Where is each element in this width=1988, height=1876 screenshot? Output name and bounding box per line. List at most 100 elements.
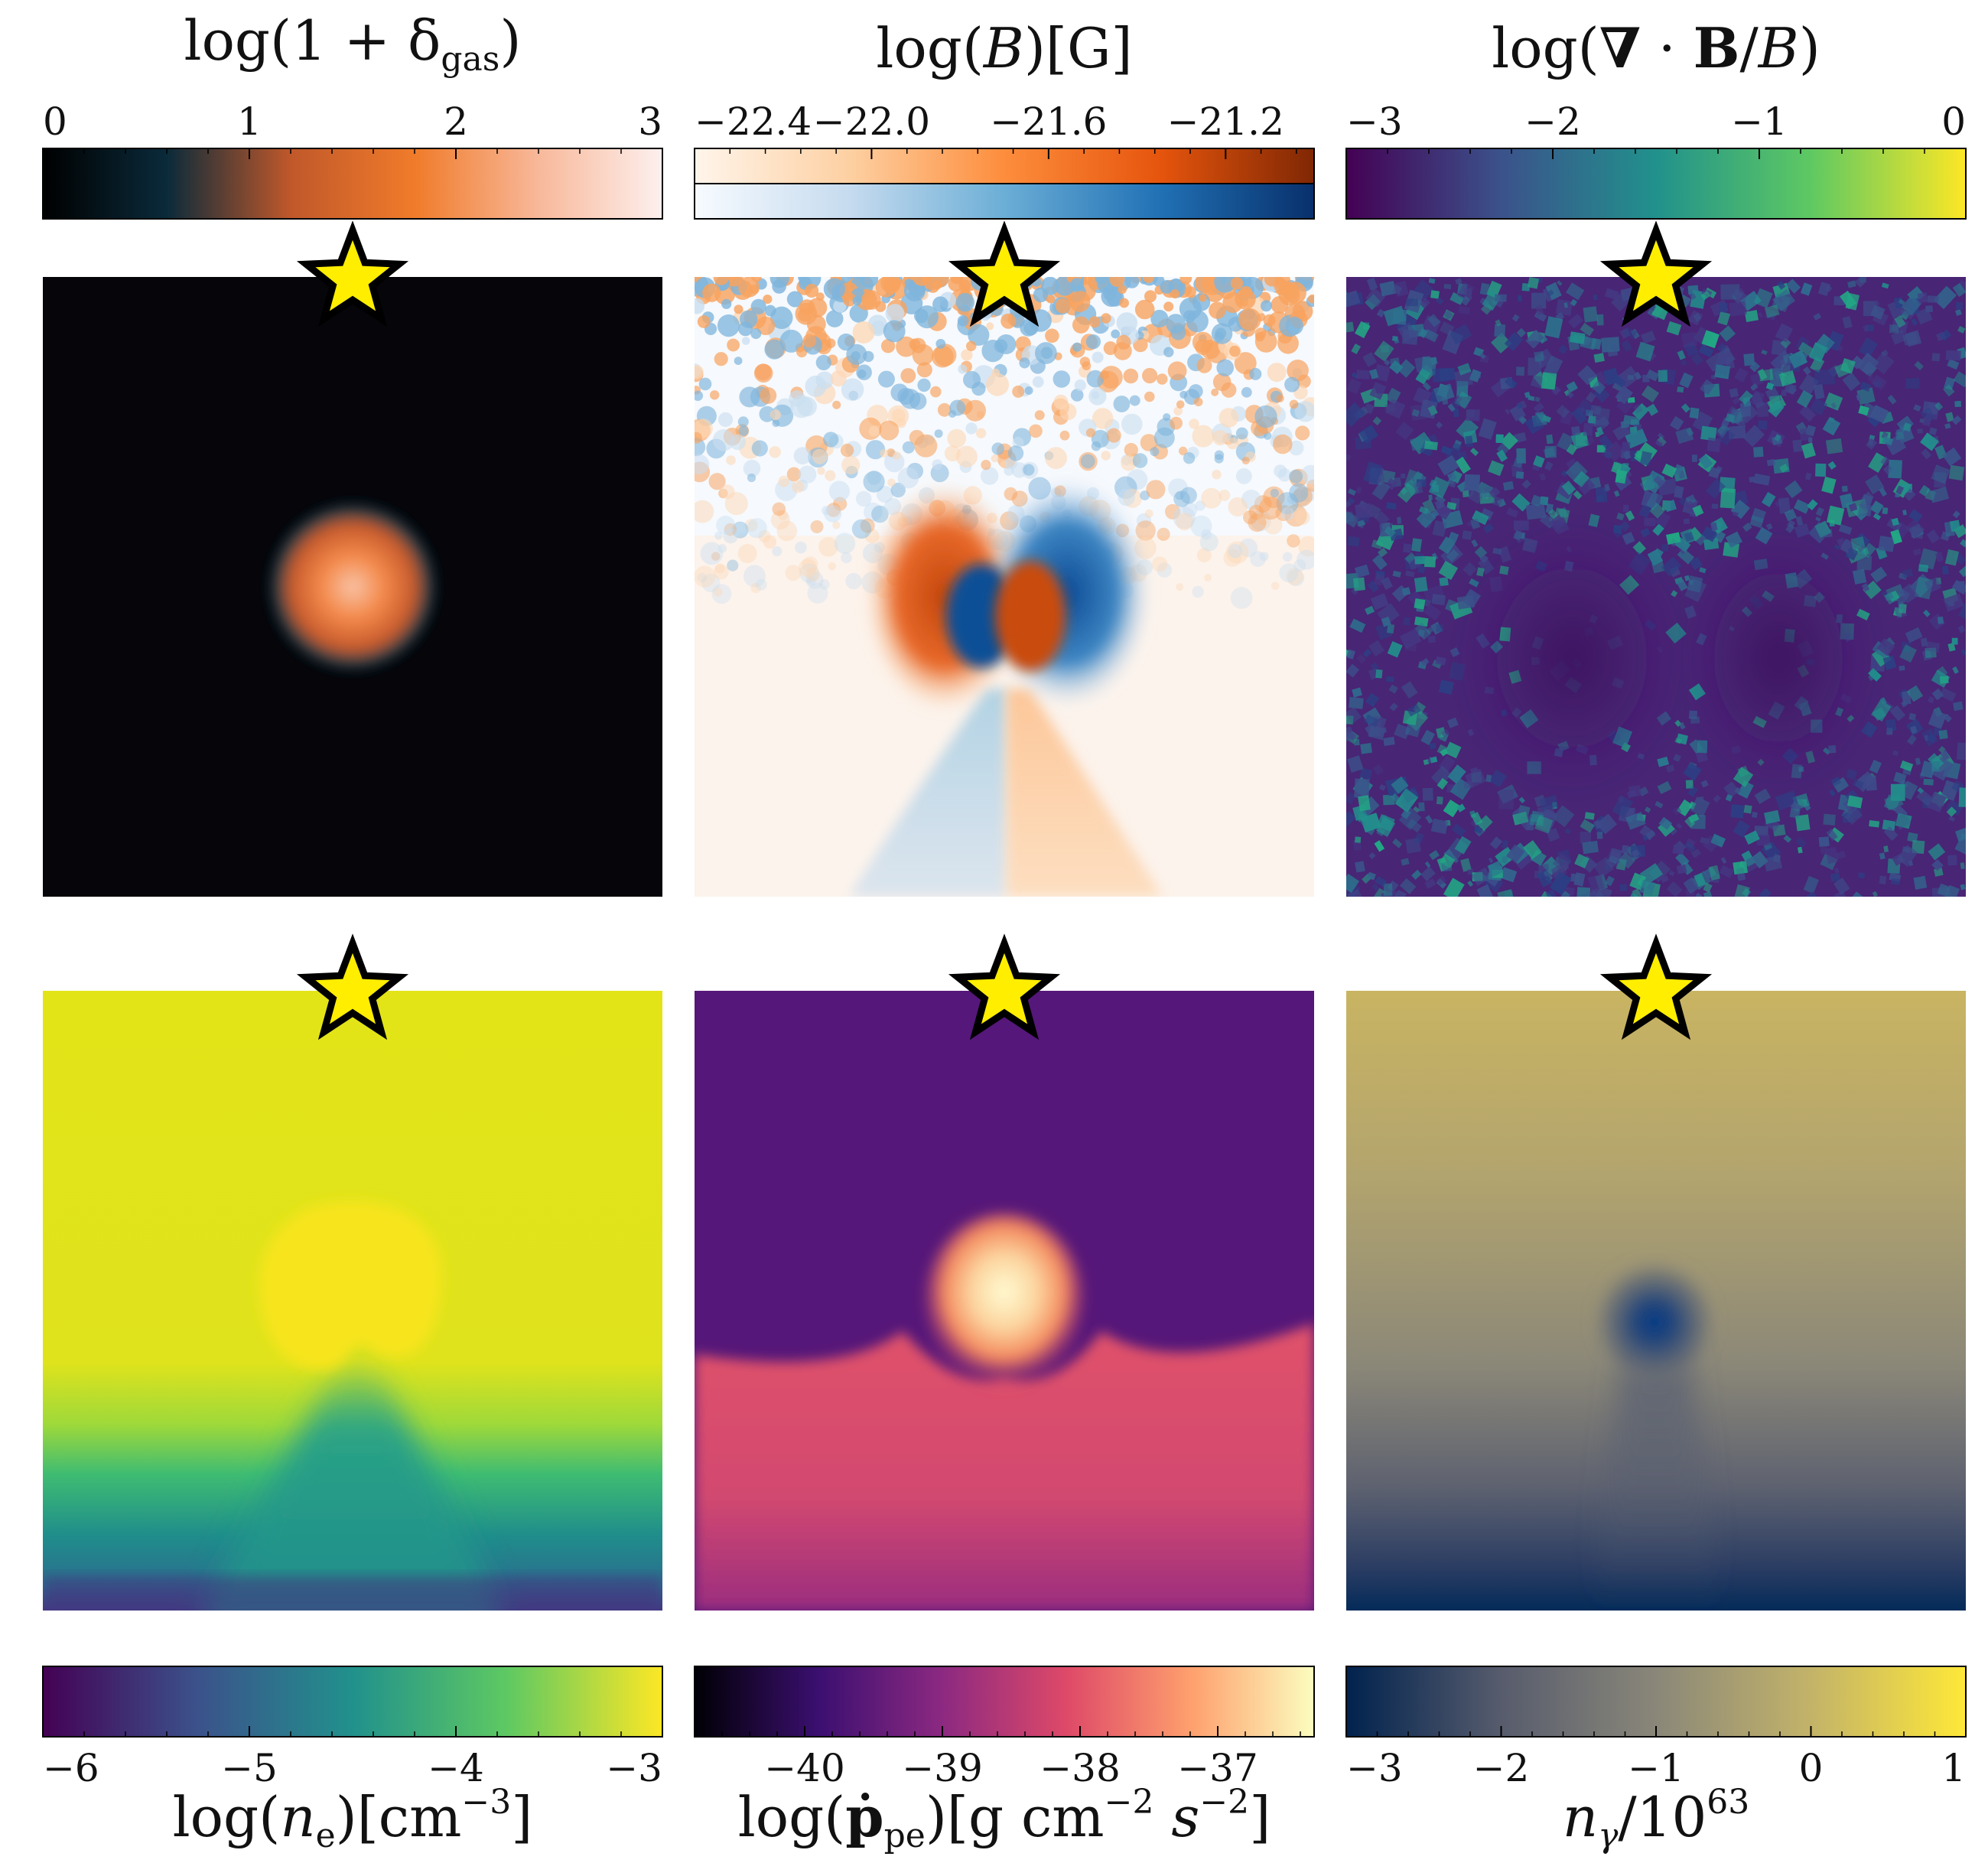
bfield-speckle bbox=[823, 278, 845, 300]
divb-cell bbox=[1500, 867, 1518, 883]
divb-cell bbox=[1495, 434, 1504, 444]
divb-cell bbox=[1531, 292, 1547, 309]
divb-cell bbox=[1464, 474, 1480, 491]
panel-ne-plume bbox=[199, 1356, 505, 1611]
divb-cell bbox=[1430, 756, 1438, 764]
divb-cell bbox=[1717, 347, 1736, 366]
bfield-speckle bbox=[1092, 408, 1114, 429]
divb-cell bbox=[1437, 777, 1449, 790]
divb-cell bbox=[1385, 399, 1406, 419]
bfield-speckle bbox=[695, 432, 702, 444]
divb-cell bbox=[1566, 444, 1578, 455]
colorbar-density-ticks: 0 1 2 3 bbox=[42, 99, 663, 159]
bfield-speckle bbox=[965, 399, 986, 422]
divb-cell bbox=[1883, 826, 1899, 842]
divb-cell bbox=[1373, 573, 1385, 586]
divb-cell bbox=[1920, 432, 1939, 451]
bfield-speckle bbox=[902, 441, 915, 454]
divb-cell bbox=[1430, 621, 1443, 635]
bfield-speckle bbox=[1179, 277, 1192, 285]
divb-cell bbox=[1523, 840, 1542, 860]
bfield-speckle bbox=[1192, 425, 1215, 448]
divb-cell bbox=[1882, 655, 1897, 670]
bfield-speckle bbox=[1176, 583, 1184, 591]
divb-cell bbox=[1934, 551, 1944, 562]
panel-ngamma-plume bbox=[1591, 1324, 1721, 1611]
bfield-speckle bbox=[841, 455, 861, 475]
divb-cell bbox=[1835, 850, 1846, 860]
divb-cell bbox=[1813, 383, 1825, 399]
divb-cell bbox=[1438, 561, 1459, 581]
divb-cell bbox=[1912, 840, 1925, 855]
divb-cell bbox=[1769, 368, 1785, 387]
bfield-speckle bbox=[877, 370, 895, 388]
divb-cell bbox=[1513, 457, 1524, 468]
divb-cell bbox=[1363, 461, 1383, 485]
divb-cell bbox=[1435, 656, 1446, 666]
colorbar-tick-label: −4 bbox=[428, 1746, 484, 1790]
title-bfield: log(B)[G] bbox=[876, 16, 1132, 80]
divb-cell bbox=[1388, 791, 1394, 796]
bfield-speckle bbox=[695, 365, 704, 379]
bfield-speckle bbox=[772, 279, 786, 294]
divb-cell bbox=[1925, 305, 1934, 313]
divb-cell bbox=[1524, 415, 1544, 435]
bfield-speckle bbox=[991, 454, 1000, 463]
divb-cell bbox=[1792, 439, 1803, 452]
divb-cell bbox=[1804, 472, 1812, 480]
divb-cell bbox=[1419, 298, 1430, 309]
divb-cell bbox=[1751, 811, 1758, 819]
bfield-speckle bbox=[764, 305, 776, 317]
divb-cell bbox=[1407, 704, 1421, 717]
divb-cell bbox=[1496, 449, 1508, 462]
bfield-speckle bbox=[695, 454, 710, 475]
divb-cell bbox=[1876, 638, 1895, 656]
bfield-speckle bbox=[1070, 278, 1085, 291]
bfield-speckle bbox=[1069, 291, 1091, 312]
divb-cell bbox=[1945, 350, 1961, 361]
bfield-speckle bbox=[1157, 373, 1168, 385]
bfield-speckle bbox=[828, 480, 850, 502]
divb-cell bbox=[1951, 637, 1958, 645]
divb-cell bbox=[1414, 598, 1426, 610]
bfield-speckle bbox=[857, 370, 867, 379]
divb-cell bbox=[1437, 454, 1459, 476]
divb-cell bbox=[1543, 868, 1552, 878]
divb-cell bbox=[1471, 867, 1492, 886]
bfield-speckle bbox=[1196, 357, 1212, 373]
divb-cell bbox=[1545, 889, 1557, 897]
divb-cell bbox=[1619, 327, 1631, 340]
bfield-speckle bbox=[717, 314, 740, 337]
divb-cell bbox=[1785, 278, 1801, 294]
divb-cell bbox=[1476, 884, 1494, 897]
divb-cell bbox=[1563, 861, 1570, 870]
colorbar-ngamma-ticks: −3 −2 −1 0 1 bbox=[1345, 1726, 1967, 1790]
divb-cell bbox=[1440, 853, 1456, 869]
bfield-speckle bbox=[1193, 397, 1203, 407]
divb-cell bbox=[1931, 688, 1944, 701]
divb-cell bbox=[1884, 591, 1898, 605]
divb-cell bbox=[1833, 544, 1840, 550]
divb-cell bbox=[1414, 576, 1428, 593]
divb-cell bbox=[1928, 427, 1938, 436]
divb-cell bbox=[1866, 438, 1878, 450]
divb-cell bbox=[1700, 291, 1711, 301]
divb-cell bbox=[1504, 332, 1524, 351]
divb-cell bbox=[1354, 564, 1370, 578]
divb-cell bbox=[1460, 858, 1472, 872]
divb-cell bbox=[1826, 505, 1845, 526]
divb-cell bbox=[1681, 331, 1698, 348]
title-ngamma: nγ/1063 bbox=[1563, 1783, 1750, 1855]
divb-cell bbox=[1346, 649, 1355, 660]
divb-cell bbox=[1443, 310, 1453, 320]
divb-cell bbox=[1647, 549, 1664, 566]
divb-cell bbox=[1502, 480, 1515, 491]
bfield-speckle bbox=[874, 301, 887, 312]
divb-cell bbox=[1502, 839, 1509, 849]
divb-cell bbox=[1698, 454, 1713, 470]
divb-cell bbox=[1346, 792, 1357, 805]
divb-cell bbox=[1534, 350, 1544, 363]
panel-bfield-lobe-orange-inner bbox=[995, 561, 1066, 671]
divb-cell bbox=[1455, 278, 1463, 285]
divb-cell bbox=[1401, 681, 1418, 699]
